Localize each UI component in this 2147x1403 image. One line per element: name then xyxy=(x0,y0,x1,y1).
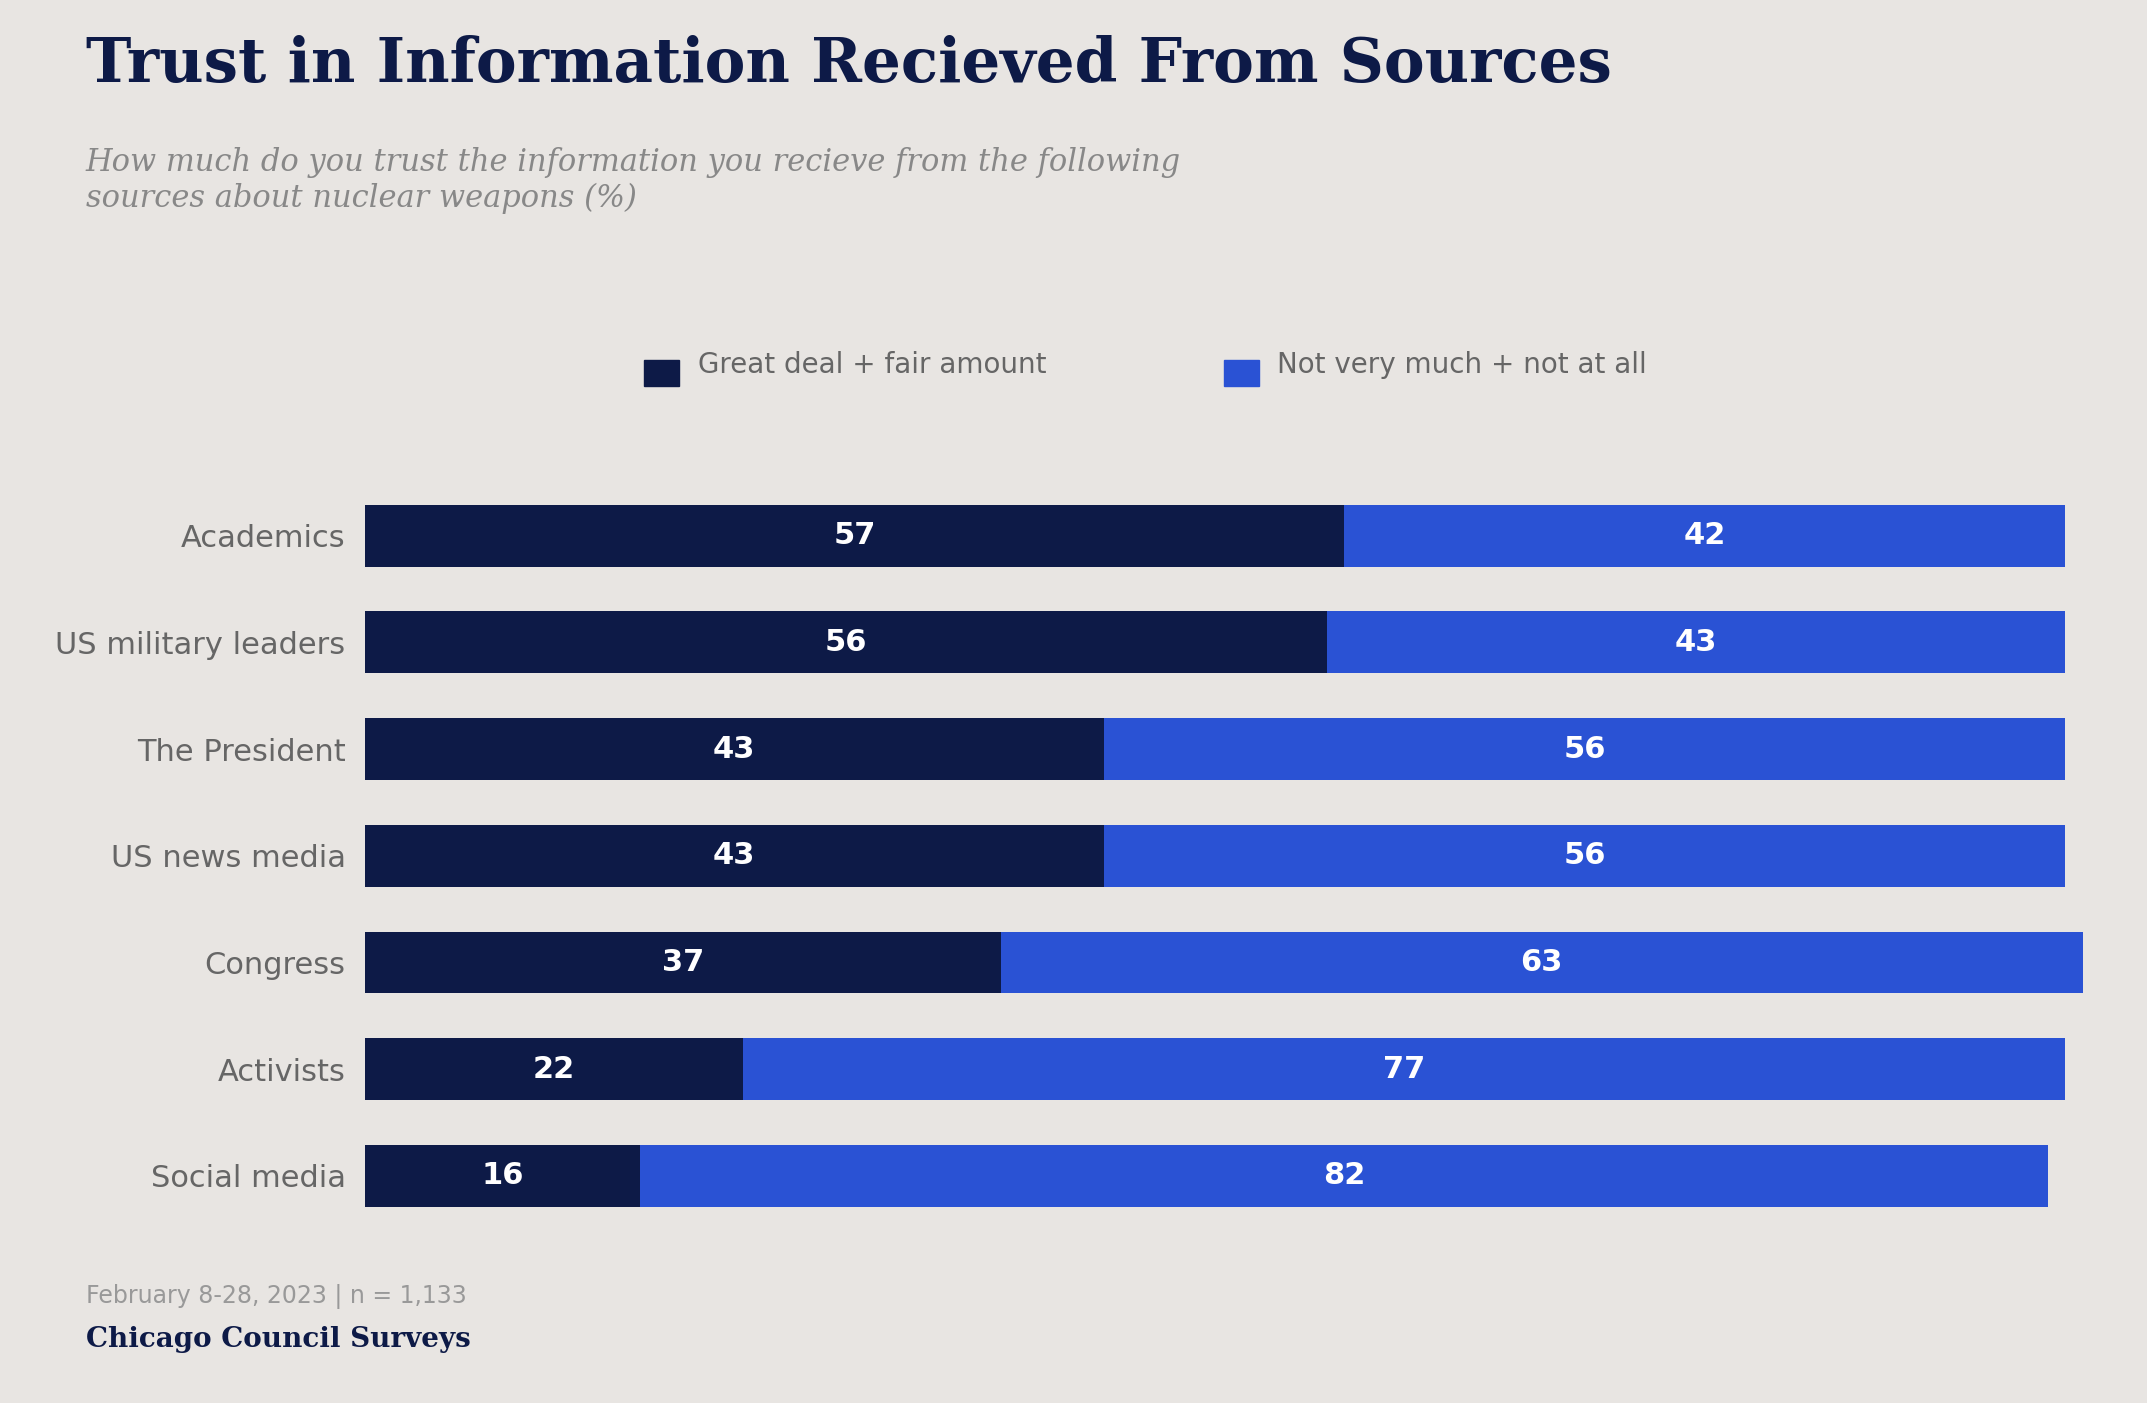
Text: 56: 56 xyxy=(1563,735,1606,763)
Text: Great deal + fair amount: Great deal + fair amount xyxy=(698,351,1046,379)
Bar xyxy=(365,1038,743,1100)
Bar xyxy=(640,1145,2048,1207)
Bar xyxy=(1327,612,2065,673)
Text: 77: 77 xyxy=(1383,1055,1426,1083)
Text: How much do you trust the information you recieve from the following
sources abo: How much do you trust the information yo… xyxy=(86,147,1181,215)
Bar xyxy=(1104,825,2065,887)
Bar xyxy=(743,1038,2065,1100)
Text: 56: 56 xyxy=(824,629,867,657)
Text: Trust in Information Recieved From Sources: Trust in Information Recieved From Sourc… xyxy=(86,35,1612,95)
Text: Chicago Council Surveys: Chicago Council Surveys xyxy=(86,1326,470,1352)
Text: Not very much + not at all: Not very much + not at all xyxy=(1277,351,1647,379)
Bar xyxy=(365,718,1104,780)
Text: 56: 56 xyxy=(1563,842,1606,870)
Text: 42: 42 xyxy=(1683,521,1726,550)
Bar xyxy=(365,505,1344,567)
Text: 37: 37 xyxy=(661,948,704,976)
Bar xyxy=(365,825,1104,887)
Bar xyxy=(365,612,1327,673)
Text: 43: 43 xyxy=(713,842,756,870)
Bar xyxy=(1001,932,2083,993)
Text: February 8-28, 2023 | n = 1,133: February 8-28, 2023 | n = 1,133 xyxy=(86,1284,466,1309)
Text: 63: 63 xyxy=(1520,948,1563,976)
Text: 82: 82 xyxy=(1323,1162,1365,1191)
Text: 57: 57 xyxy=(833,521,876,550)
Bar xyxy=(1344,505,2065,567)
Text: 43: 43 xyxy=(1675,629,1718,657)
Bar xyxy=(1104,718,2065,780)
Bar xyxy=(365,932,1001,993)
Text: 43: 43 xyxy=(713,735,756,763)
Bar xyxy=(365,1145,640,1207)
Text: 22: 22 xyxy=(532,1055,575,1083)
Text: 16: 16 xyxy=(481,1162,524,1191)
